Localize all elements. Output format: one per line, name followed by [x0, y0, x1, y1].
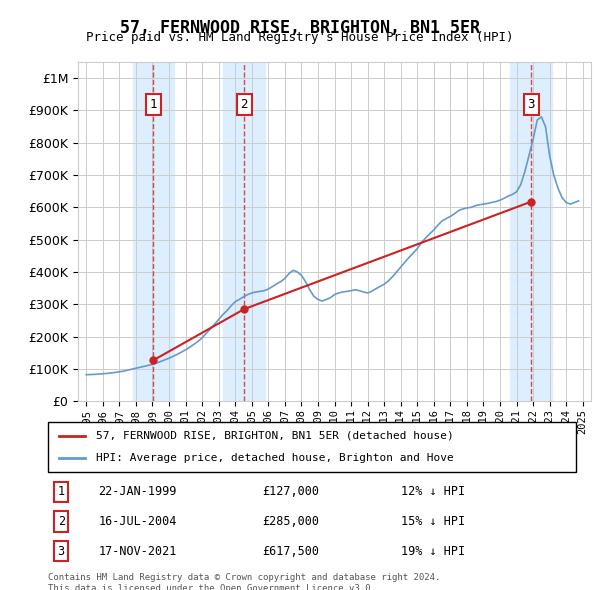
Text: 2: 2: [58, 515, 65, 528]
Bar: [133, 62, 174, 401]
Text: 3: 3: [58, 545, 65, 558]
Text: £285,000: £285,000: [262, 515, 319, 528]
Text: £127,000: £127,000: [262, 486, 319, 499]
Text: £617,500: £617,500: [262, 545, 319, 558]
Text: 57, FERNWOOD RISE, BRIGHTON, BN1 5ER: 57, FERNWOOD RISE, BRIGHTON, BN1 5ER: [120, 19, 480, 37]
Text: 1: 1: [58, 486, 65, 499]
Text: 57, FERNWOOD RISE, BRIGHTON, BN1 5ER (detached house): 57, FERNWOOD RISE, BRIGHTON, BN1 5ER (de…: [95, 431, 453, 441]
Text: 2: 2: [241, 98, 248, 111]
Text: 17-NOV-2021: 17-NOV-2021: [98, 545, 177, 558]
Text: 1: 1: [150, 98, 157, 111]
Text: 12% ↓ HPI: 12% ↓ HPI: [401, 486, 466, 499]
Bar: [511, 62, 552, 401]
Text: 16-JUL-2004: 16-JUL-2004: [98, 515, 177, 528]
Text: Price paid vs. HM Land Registry's House Price Index (HPI): Price paid vs. HM Land Registry's House …: [86, 31, 514, 44]
Point: [149, 355, 158, 365]
FancyBboxPatch shape: [48, 422, 576, 472]
Text: Contains HM Land Registry data © Crown copyright and database right 2024.
This d: Contains HM Land Registry data © Crown c…: [48, 573, 440, 590]
Text: 3: 3: [527, 98, 535, 111]
Point: [526, 197, 536, 206]
Text: 19% ↓ HPI: 19% ↓ HPI: [401, 545, 466, 558]
Point: [239, 304, 249, 314]
Text: HPI: Average price, detached house, Brighton and Hove: HPI: Average price, detached house, Brig…: [95, 453, 453, 463]
Text: 22-JAN-1999: 22-JAN-1999: [98, 486, 177, 499]
Text: 15% ↓ HPI: 15% ↓ HPI: [401, 515, 466, 528]
Bar: [223, 62, 265, 401]
